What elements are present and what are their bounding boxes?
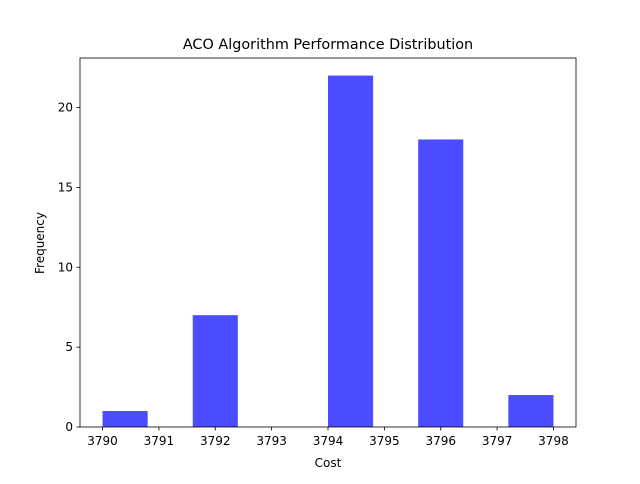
x-tick-label: 3795 xyxy=(369,434,400,448)
x-tick-label: 3792 xyxy=(200,434,231,448)
y-tick-label: 20 xyxy=(58,101,73,115)
x-tick-label: 3791 xyxy=(144,434,175,448)
y-tick-label: 15 xyxy=(58,180,73,194)
y-axis-ticks: 0 5 10 15 20 xyxy=(58,101,80,434)
x-tick-label: 3794 xyxy=(313,434,344,448)
x-tick-label: 3790 xyxy=(87,434,118,448)
y-tick-label: 0 xyxy=(65,420,73,434)
x-tick-label: 3796 xyxy=(425,434,456,448)
chart-title: ACO Algorithm Performance Distribution xyxy=(183,37,473,53)
x-tick-label: 3793 xyxy=(256,434,287,448)
histogram-bar-9 xyxy=(508,395,554,427)
y-axis-label: Frequency xyxy=(33,212,47,274)
histogram-bar-0 xyxy=(102,411,148,427)
x-tick-label: 3797 xyxy=(482,434,513,448)
x-axis-label: Cost xyxy=(315,456,342,470)
histogram-bar-2 xyxy=(192,315,238,427)
histogram-bar-5 xyxy=(328,75,374,428)
y-tick-label: 10 xyxy=(58,260,73,274)
y-tick-label: 5 xyxy=(65,340,73,354)
histogram-bar-7 xyxy=(418,139,464,427)
x-tick-label: 3798 xyxy=(538,434,569,448)
bars-layer xyxy=(102,75,554,428)
x-axis-ticks: 3790 3791 3792 3793 3794 3795 3796 3797 3798 xyxy=(87,427,569,448)
